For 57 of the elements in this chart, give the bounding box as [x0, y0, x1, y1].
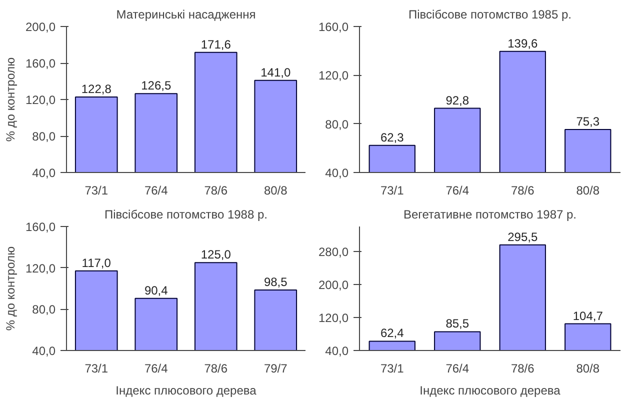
y-tick-label: 40,0 — [32, 344, 56, 358]
x-tick-label: 78/6 — [510, 362, 535, 376]
chart-title: Материнські насадження — [116, 8, 256, 22]
y-axis-title: % до контролю — [3, 57, 18, 142]
x-tick-label: 73/1 — [380, 184, 404, 198]
data-label: 141,0 — [260, 65, 291, 80]
y-tick-label: 120,0 — [318, 310, 349, 325]
y-tick-label: 80,0 — [32, 130, 56, 144]
y-tick-label: 40,0 — [325, 344, 349, 358]
y-axis-title: % до контролю — [3, 246, 18, 331]
y-tick-label: 120,0 — [25, 261, 56, 276]
data-label: 126,5 — [141, 78, 172, 93]
y-tick-label: 160,0 — [25, 56, 56, 70]
x-axis-title: Індекс плюсового дерева — [116, 384, 257, 398]
y-tick-label: 80,0 — [32, 302, 56, 317]
y-tick-label: 40,0 — [32, 166, 56, 180]
x-tick-label: 76/4 — [446, 184, 470, 198]
y-tick-label: 120,0 — [25, 93, 56, 107]
data-label: 92,8 — [446, 93, 470, 108]
data-label: 85,5 — [446, 316, 470, 331]
data-label: 104,7 — [572, 308, 604, 323]
data-label: 90,4 — [144, 283, 168, 298]
x-tick-label: 73/1 — [84, 184, 108, 198]
x-tick-label: 73/1 — [380, 362, 404, 376]
x-tick-label: 78/6 — [204, 184, 228, 198]
data-label: 62,3 — [380, 130, 404, 144]
chart-title: Вегетативне потомство 1987 р. — [403, 208, 577, 222]
data-label: 122,8 — [81, 82, 112, 96]
y-tick-label: 120,0 — [318, 68, 349, 83]
data-label: 125,0 — [200, 248, 232, 262]
x-tick-label: 78/6 — [204, 362, 228, 376]
y-tick-label: 160,0 — [25, 220, 56, 234]
x-tick-label: 76/4 — [144, 184, 168, 198]
chart-title: Півсібсове потомство 1985 р. — [408, 8, 572, 22]
data-label: 139,6 — [508, 36, 538, 50]
y-tick-label: 80,0 — [325, 117, 349, 132]
x-tick-label: 76/4 — [144, 362, 168, 376]
y-tick-label: 160,0 — [318, 20, 349, 34]
data-label: 295,5 — [508, 230, 538, 244]
x-tick-label: 80/8 — [576, 362, 600, 376]
data-label: 62,4 — [380, 326, 404, 340]
y-tick-label: 40,0 — [325, 166, 349, 180]
y-tick-label: 200,0 — [25, 20, 56, 34]
y-tick-label: 200,0 — [318, 278, 349, 292]
x-axis-title: Індекс плюсового дерева — [420, 384, 561, 398]
data-label: 171,6 — [200, 37, 232, 52]
x-tick-label: 78/6 — [510, 184, 535, 198]
chart-title: Півсібсове потомство 1988 р. — [104, 208, 268, 222]
x-tick-label: 79/7 — [264, 362, 288, 376]
x-tick-label: 80/8 — [264, 184, 288, 198]
x-tick-label: 80/8 — [576, 184, 600, 198]
y-tick-label: 280,0 — [318, 244, 349, 259]
data-label: 98,5 — [264, 275, 288, 290]
data-label: 117,0 — [82, 256, 112, 270]
data-label: 75,3 — [576, 114, 600, 129]
x-tick-label: 73/1 — [84, 362, 108, 376]
x-tick-label: 76/4 — [446, 362, 470, 376]
